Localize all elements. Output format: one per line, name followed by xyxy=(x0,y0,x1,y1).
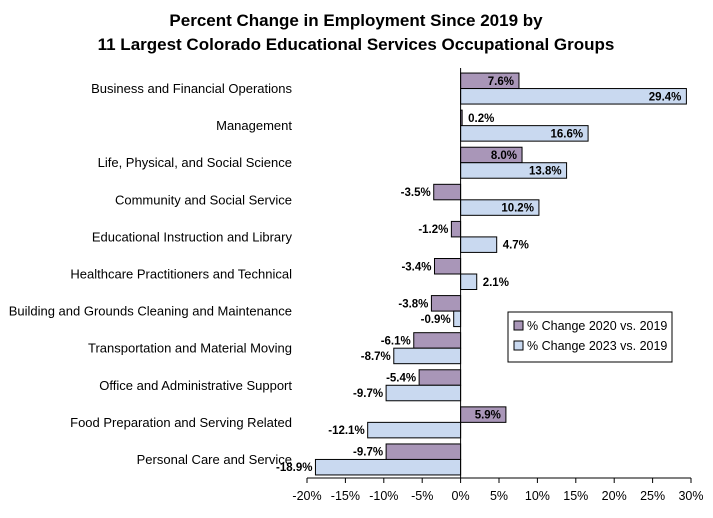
legend-swatch xyxy=(513,320,524,331)
legend-swatch xyxy=(513,340,524,351)
bar-series-1 xyxy=(430,295,462,312)
data-label: 5.9% xyxy=(475,410,501,422)
x-tick-label: 25% xyxy=(640,489,665,503)
category-label: Personal Care and Service xyxy=(137,452,292,467)
x-tick-label: 30% xyxy=(678,489,703,503)
x-tick-label: 0% xyxy=(452,489,470,503)
x-tick-label: -10% xyxy=(369,489,398,503)
bar-series-2 xyxy=(453,310,462,328)
bar-series-1 xyxy=(433,258,462,275)
category-label: Community and Social Service xyxy=(115,192,292,207)
legend-entry: % Change 2020 vs. 2019 xyxy=(527,319,667,333)
bar-series-2 xyxy=(367,421,462,439)
data-label: 2.1% xyxy=(483,277,509,289)
bar-series-1 xyxy=(433,183,462,201)
category-label: Healthcare Practitioners and Technical xyxy=(70,267,292,282)
bar-series-2 xyxy=(314,458,462,476)
data-label: -0.9% xyxy=(421,314,451,326)
category-label: Office and Administrative Support xyxy=(99,378,292,393)
category-label: Educational Instruction and Library xyxy=(92,229,293,244)
x-tick-label: 10% xyxy=(525,489,550,503)
category-labels: Business and Financial Operations Managem… xyxy=(9,81,293,467)
data-label: -1.2% xyxy=(418,224,448,236)
category-label: Food Preparation and Serving Related xyxy=(70,415,292,430)
bar-series-1 xyxy=(413,332,462,349)
category-label: Life, Physical, and Social Science xyxy=(98,155,292,170)
x-tick-label: -20% xyxy=(292,489,321,503)
data-label: -3.4% xyxy=(401,261,431,273)
chart-title-line: 11 Largest Colorado Educational Services… xyxy=(98,35,615,54)
data-label: -8.7% xyxy=(361,351,391,363)
category-label: Transportation and Material Moving xyxy=(88,341,292,356)
legend-entry: % Change 2023 vs. 2019 xyxy=(527,339,667,353)
data-label: 29.4% xyxy=(649,91,682,103)
data-label: -9.7% xyxy=(353,447,383,459)
data-label: 7.6% xyxy=(488,76,514,88)
data-label: 0.2% xyxy=(468,113,494,125)
x-tick-label: 20% xyxy=(602,489,627,503)
data-label: -18.9% xyxy=(276,462,312,474)
x-tick-label: 5% xyxy=(490,489,508,503)
data-labels: 7.6% 0.2% 8.0% -3.5% -1.2% -3.4% -3.8% -6.1% -5.… xyxy=(276,76,681,474)
bar-series-1 xyxy=(450,220,462,238)
data-label: 8.0% xyxy=(491,150,517,162)
data-label: 10.2% xyxy=(501,203,534,215)
x-tick-label: -5% xyxy=(411,489,433,503)
bars xyxy=(314,72,687,476)
x-tick-label: -15% xyxy=(331,489,360,503)
data-label: -6.1% xyxy=(381,335,411,347)
chart-title-line: Percent Change in Employment Since 2019 … xyxy=(169,11,543,30)
bar-series-1 xyxy=(385,443,462,460)
data-label: -12.1% xyxy=(328,425,364,437)
bar-series-2 xyxy=(460,236,498,253)
category-label: Business and Financial Operations xyxy=(91,81,292,96)
data-label: -9.7% xyxy=(353,388,383,400)
chart-title: Percent Change in Employment Since 2019 … xyxy=(98,11,615,54)
data-label: 16.6% xyxy=(550,128,583,140)
data-label: -5.4% xyxy=(386,373,416,385)
data-label: -3.5% xyxy=(401,187,431,199)
x-tick-label: 15% xyxy=(563,489,588,503)
category-label: Building and Grounds Cleaning and Mainte… xyxy=(9,304,292,319)
bar-series-2 xyxy=(460,273,478,290)
data-label: 4.7% xyxy=(503,240,529,252)
x-axis: -20% -15% -10% -5% 0% 5% 10% 15% 20% 25% 30% xyxy=(292,68,704,503)
data-label: -3.8% xyxy=(398,298,428,310)
bar-series-2 xyxy=(393,347,462,365)
legend: % Change 2020 vs. 2019 % Change 2023 vs. … xyxy=(507,311,673,363)
data-label: 13.8% xyxy=(529,165,562,177)
bar-series-2 xyxy=(385,384,462,402)
legend-box xyxy=(507,311,673,363)
category-label: Management xyxy=(216,118,292,133)
bar-series-1 xyxy=(418,369,462,386)
